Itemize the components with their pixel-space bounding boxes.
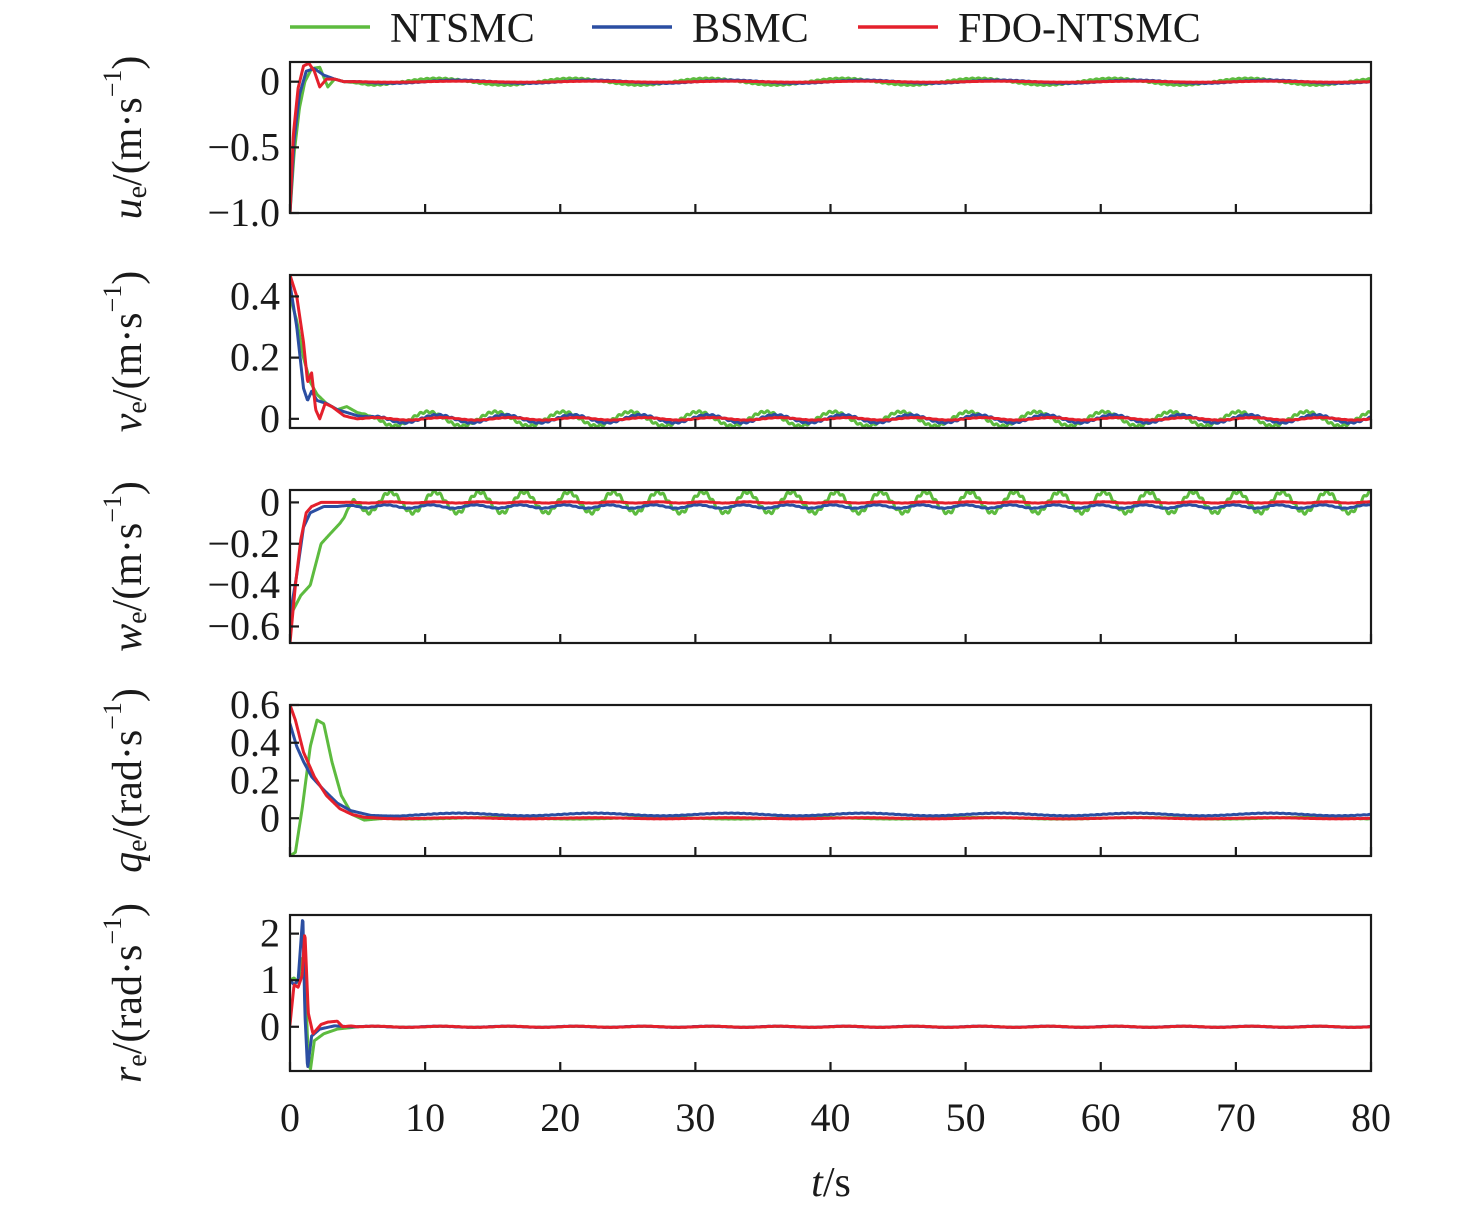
x-tick-label: 30 (675, 1095, 715, 1140)
x-tick-label: 80 (1351, 1095, 1391, 1140)
y-tick-label: 0.4 (230, 273, 280, 318)
y-tick-label: −0.4 (207, 562, 280, 607)
y-tick-label: 0 (260, 795, 280, 840)
x-axis-label: t/s (811, 1160, 851, 1206)
y-axis-label-u: ue/(m·s−1) (98, 56, 153, 220)
series-bsmc-v (290, 282, 1371, 425)
series-ntsmc-v (290, 294, 1371, 428)
series-ntsmc-q (290, 718, 1371, 856)
y-tick-label: −0.6 (207, 603, 280, 648)
series-fdo-ntsmc-r (290, 934, 1371, 1035)
y-tick-label: 0.2 (230, 758, 280, 803)
y-tick-label: 0.6 (230, 682, 280, 727)
series-bsmc-q (290, 722, 1371, 818)
series-bsmc-r (290, 919, 1371, 1068)
plot-area-q (288, 703, 1373, 858)
y-tick-label: 2 (260, 911, 280, 956)
y-tick-label: 0 (260, 59, 280, 104)
y-tick-label: −0.2 (207, 521, 280, 566)
subplot-q: 00.20.40.6 qe/(rad·s−1) (98, 682, 1373, 873)
series-ntsmc-u (290, 65, 1371, 213)
series-fdo-ntsmc-w (290, 500, 1371, 643)
series-bsmc-u (290, 67, 1371, 213)
subplots: −1.0−0.50ue/(m·s−1)00.20.4ve/(m·s−1)−0.6… (98, 56, 1373, 1083)
legend-item-fdo-ntsmc: FDO-NTSMC (858, 6, 1201, 52)
y-tick-label: 0 (260, 1004, 280, 1049)
x-tick-label: 0 (280, 1095, 300, 1140)
y-tick-label: 1 (260, 957, 280, 1002)
y-axis-label-v: ve/(m·s−1) (98, 271, 153, 432)
series-fdo-ntsmc-q (290, 705, 1371, 821)
legend-item-bsmc: BSMC (592, 6, 809, 52)
x-tick-label: 70 (1216, 1095, 1256, 1140)
legend-label-bsmc: BSMC (692, 6, 809, 52)
series-ntsmc-r (290, 956, 1371, 1071)
plot-area-u (288, 60, 1373, 215)
y-axis-label-r: re/(rad·s−1) (98, 903, 153, 1083)
series-bsmc-w (290, 503, 1371, 618)
series-ntsmc-w (290, 490, 1371, 618)
y-tick-label: 0 (260, 479, 280, 524)
y-tick-label: 0.2 (230, 335, 280, 380)
plot-area-w (288, 488, 1373, 645)
y-tick-label: 0 (260, 396, 280, 441)
series-fdo-ntsmc-u (290, 62, 1371, 213)
y-axis-label-w: we/(m·s−1) (98, 481, 153, 652)
y-axis-label-q: qe/(rad·s−1) (98, 688, 153, 873)
legend: NTSMC BSMC FDO-NTSMC (290, 6, 1201, 52)
x-tick-label: 20 (540, 1095, 580, 1140)
legend-label-fdo-ntsmc: FDO-NTSMC (958, 6, 1201, 52)
x-tick-label: 50 (946, 1095, 986, 1140)
y-tick-label: −0.5 (207, 124, 280, 169)
x-axis: 0 10 20 30 40 50 60 70 80 t/s (280, 1095, 1391, 1206)
subplot-v: 0 0.2 0.4 ve/(m·s−1) (98, 271, 1373, 441)
series-fdo-ntsmc-v (290, 275, 1371, 422)
x-tick-label: 60 (1081, 1095, 1121, 1140)
plot-area-v (288, 273, 1373, 430)
subplot-u: −1.0 −0.5 0 ue/(m·s−1) (98, 56, 1373, 235)
legend-label-ntsmc: NTSMC (390, 6, 535, 52)
y-tick-label: −1.0 (207, 190, 280, 235)
x-tick-label: 40 (811, 1095, 851, 1140)
plot-area-r (288, 913, 1373, 1073)
x-tick-label: 10 (405, 1095, 445, 1140)
subplot-r: 012 re/(rad·s−1) (98, 903, 1373, 1083)
legend-item-ntsmc: NTSMC (290, 6, 535, 52)
y-tick-label: 0.4 (230, 720, 280, 765)
subplot-w: −0.6−0.4−0.20 we/(m·s−1) (98, 479, 1373, 652)
